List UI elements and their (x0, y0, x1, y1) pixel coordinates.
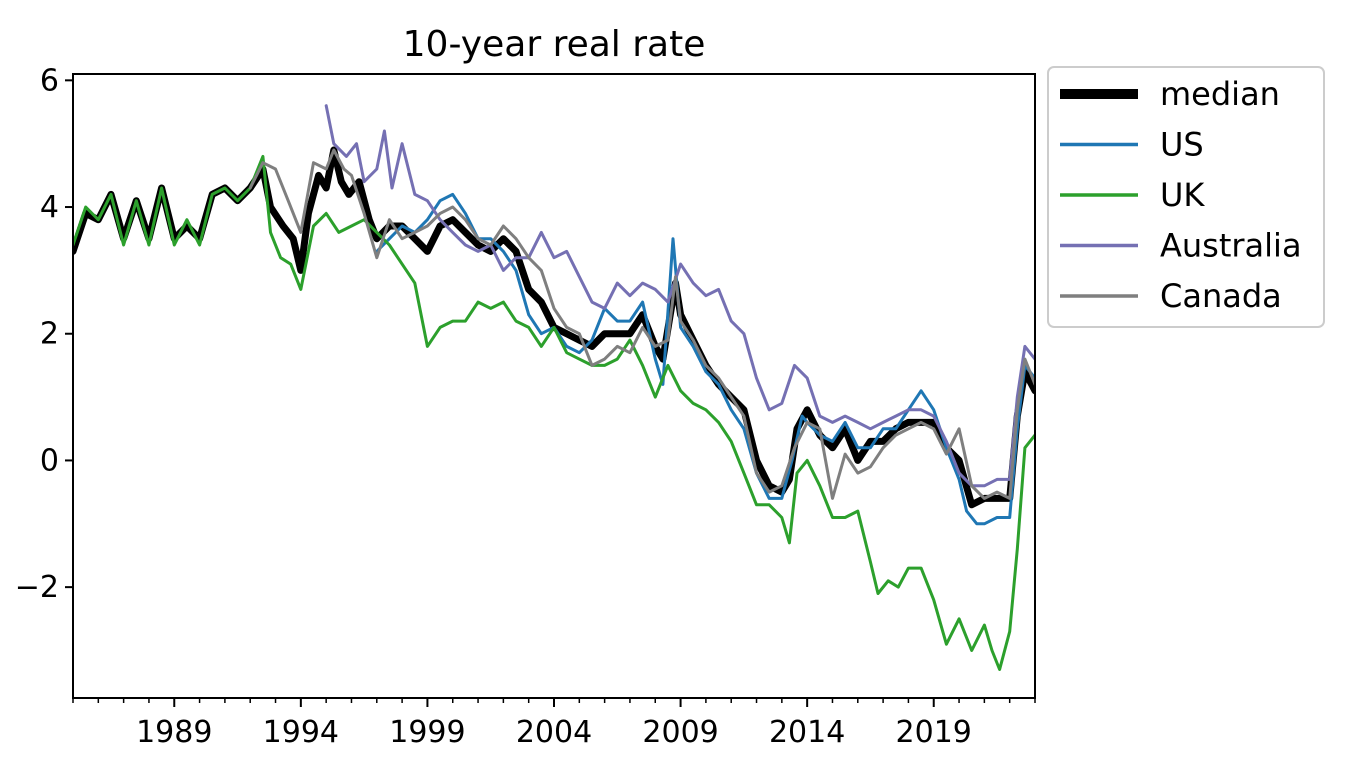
x-tick-label: 2014 (769, 715, 845, 750)
x-tick-label: 2009 (642, 715, 718, 750)
chart-title: 10-year real rate (403, 24, 706, 65)
x-tick-label: 1994 (263, 715, 339, 750)
x-tick-label: 2004 (516, 715, 592, 750)
plot-frame (72, 73, 1036, 699)
legend-label: median (1160, 75, 1280, 113)
y-tick-label: 2 (40, 317, 59, 352)
x-tick-label: 2019 (896, 715, 972, 750)
legend: median US UK Australia Canada (1047, 66, 1325, 328)
legend-label: Canada (1160, 277, 1282, 315)
legend-label: UK (1160, 176, 1205, 214)
y-tick-label: −2 (15, 570, 59, 605)
x-tick-label: 1999 (389, 715, 465, 750)
series-line-uk (73, 154, 1035, 671)
x-tick-label: 1989 (136, 715, 212, 750)
series-line-canada (248, 148, 1035, 500)
series-layer (73, 104, 1035, 671)
axes-layer: −2 0 2 4 6 1989 1994 1999 2004 2009 2014 2019 (15, 63, 1036, 750)
y-tick-label: 0 (40, 443, 59, 478)
legend-box (1047, 66, 1325, 328)
y-tick-label: 4 (40, 190, 59, 225)
legend-label: Australia (1160, 227, 1302, 265)
y-tick-label: 6 (40, 63, 59, 98)
legend-label: US (1160, 126, 1204, 164)
